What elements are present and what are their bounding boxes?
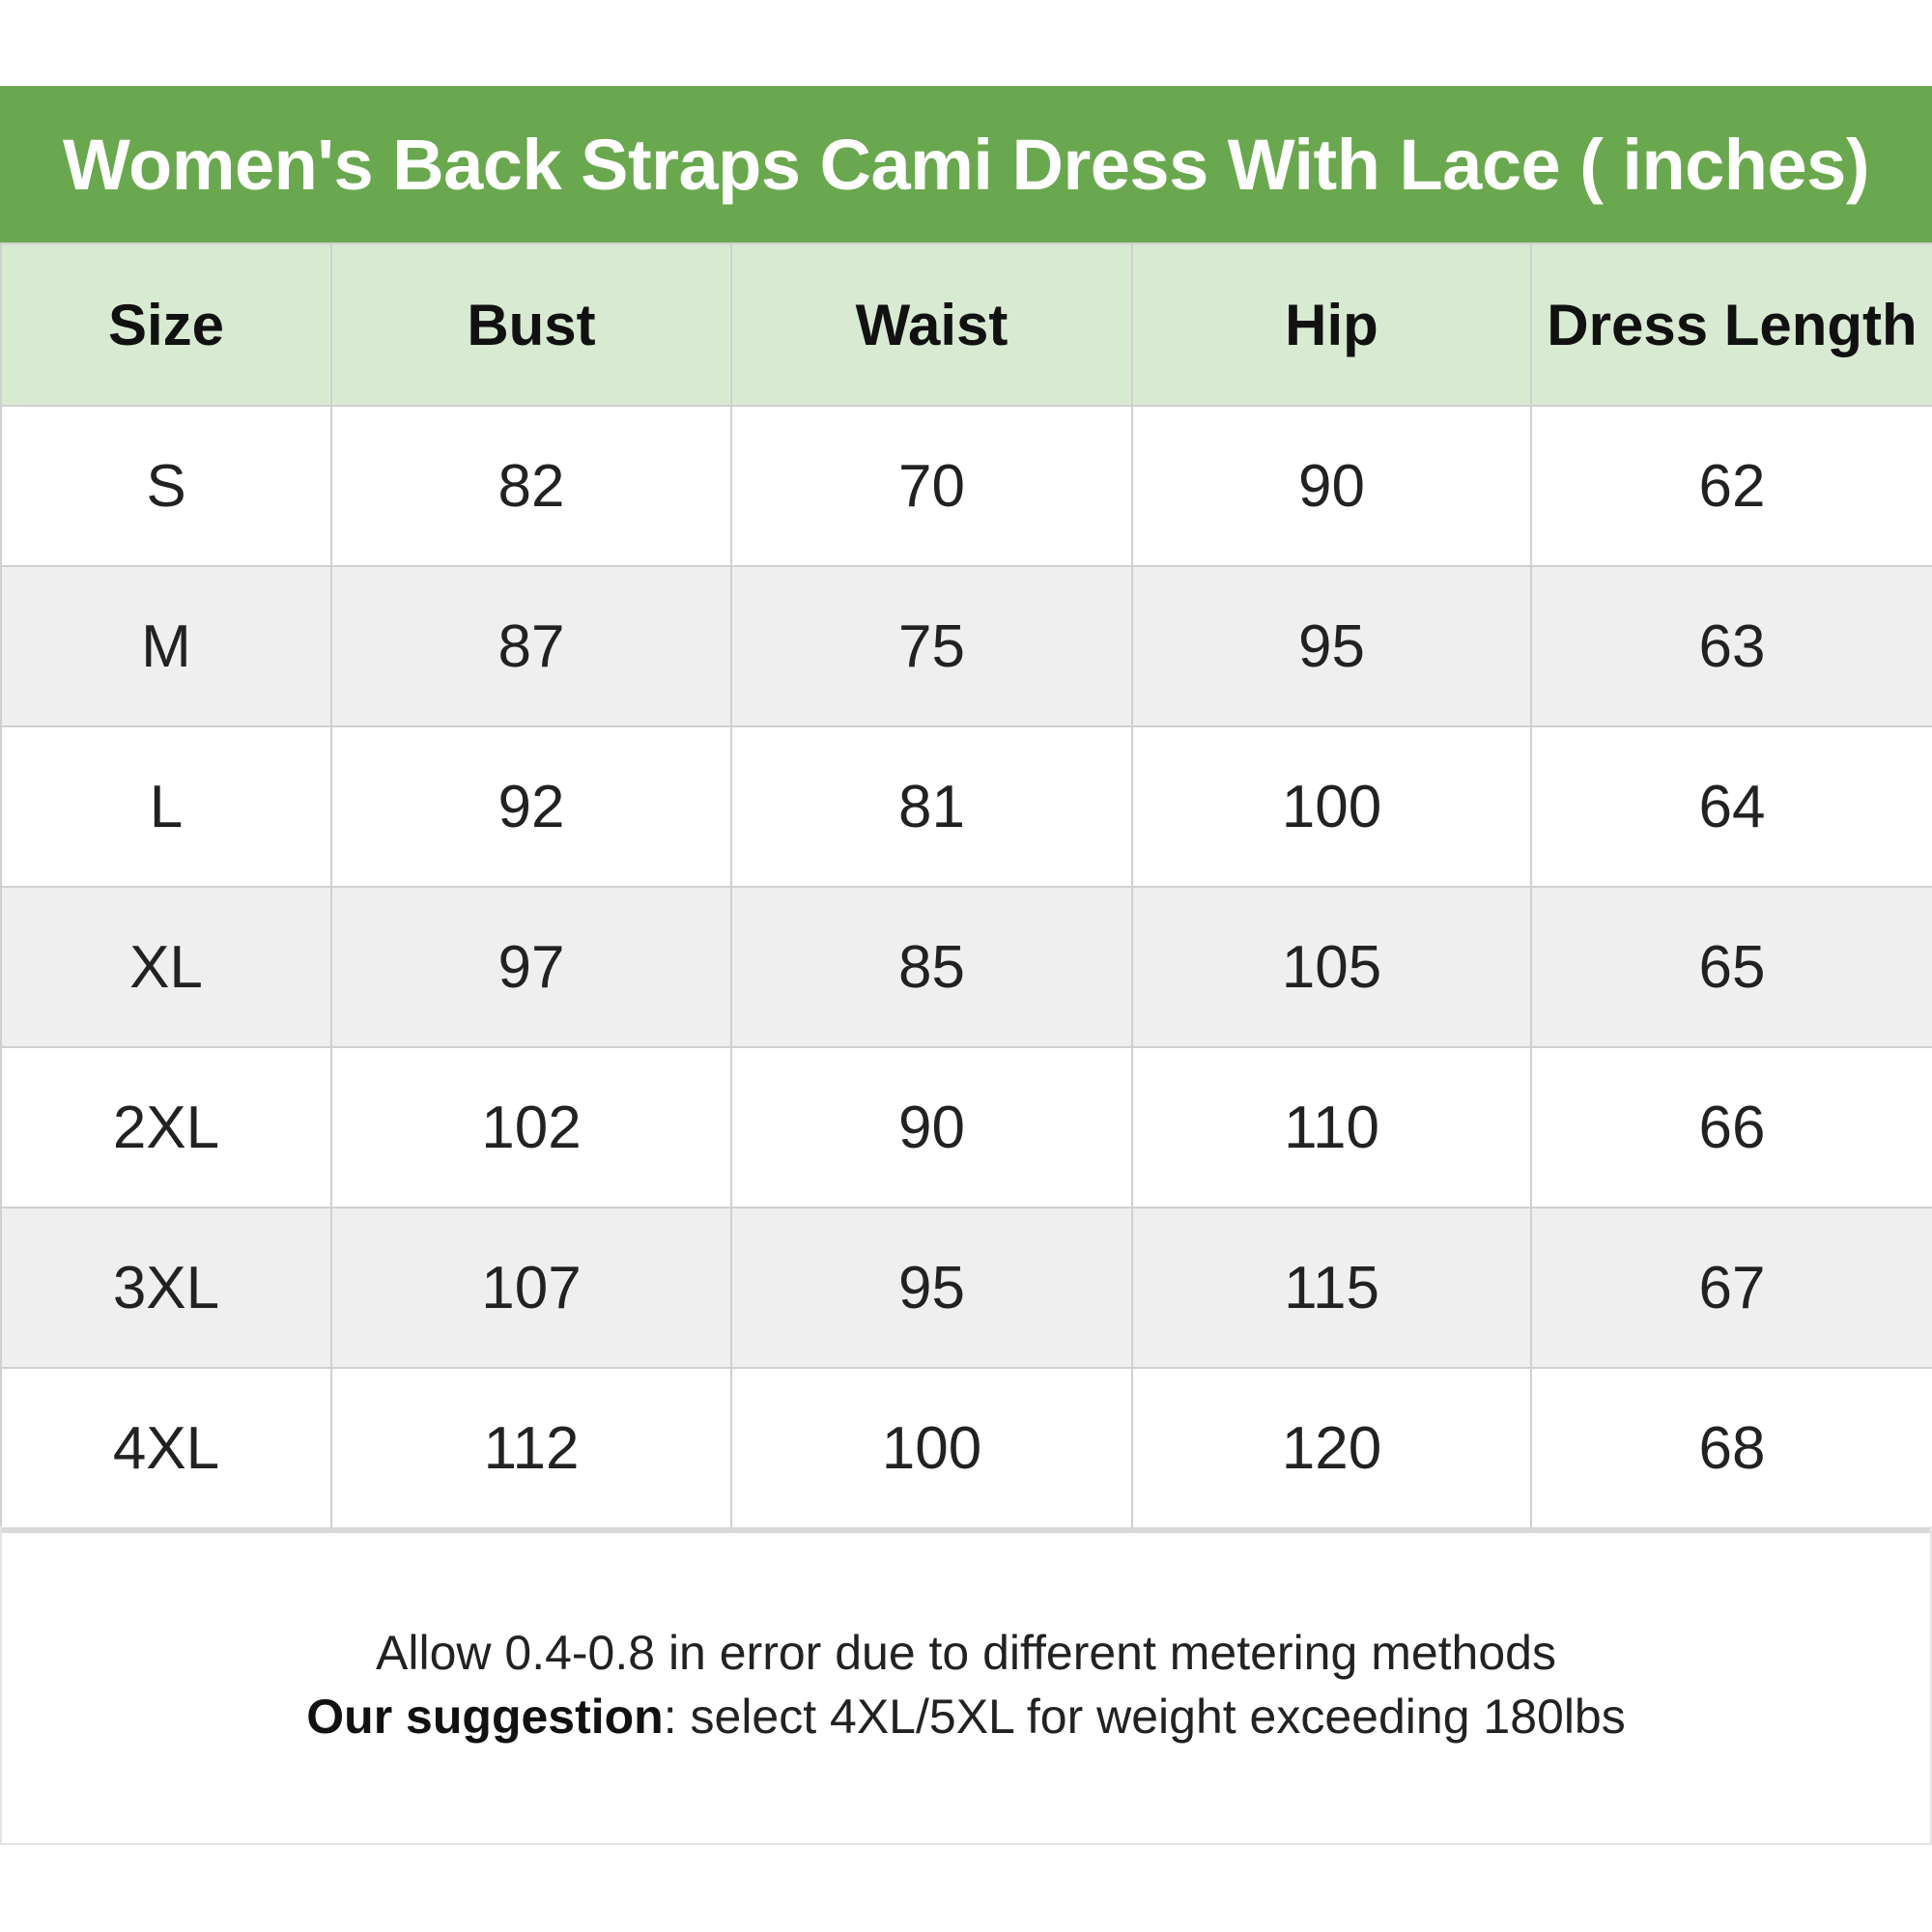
size-chart-table: Size Bust Waist Hip Dress Length S 82 70 90…	[0, 242, 1932, 1533]
cell-bust: 102	[330, 1046, 732, 1208]
column-header-bust: Bust	[330, 242, 732, 407]
cell-dress-length: 66	[1530, 1046, 1932, 1208]
table-row: 3XL 107 95 115 67	[0, 1207, 1932, 1369]
table-row: L 92 81 100 64	[0, 725, 1932, 888]
cell-waist: 85	[730, 886, 1133, 1048]
cell-dress-length: 62	[1530, 405, 1932, 567]
cell-size: L	[0, 725, 332, 888]
cell-waist: 81	[730, 725, 1133, 888]
cell-hip: 115	[1131, 1207, 1532, 1369]
cell-bust: 112	[330, 1367, 732, 1533]
cell-waist: 75	[730, 565, 1133, 727]
error-note: Allow 0.4-0.8 in error due to different …	[376, 1626, 1556, 1680]
cell-waist: 90	[730, 1046, 1133, 1208]
table-row: 4XL 112 100 120 68	[0, 1367, 1932, 1533]
cell-waist: 70	[730, 405, 1133, 567]
cell-size: 2XL	[0, 1046, 332, 1208]
column-header-size: Size	[0, 242, 332, 407]
suggestion-text: : select 4XL/5XL for weight exceeding 18…	[663, 1690, 1626, 1744]
cell-dress-length: 63	[1530, 565, 1932, 727]
table-row: S 82 70 90 62	[0, 405, 1932, 567]
cell-hip: 90	[1131, 405, 1532, 567]
column-header-dress-length: Dress Length	[1530, 242, 1932, 407]
cell-dress-length: 67	[1530, 1207, 1932, 1369]
cell-waist: 100	[730, 1367, 1133, 1533]
cell-waist: 95	[730, 1207, 1133, 1369]
cell-size: 4XL	[0, 1367, 332, 1533]
suggestion-label: Our suggestion	[306, 1690, 664, 1744]
cell-bust: 92	[330, 725, 732, 888]
table-row: 2XL 102 90 110 66	[0, 1046, 1932, 1208]
cell-dress-length: 65	[1530, 886, 1932, 1048]
suggestion: Our suggestion: select 4XL/5XL for weigh…	[306, 1685, 1625, 1748]
table-row: M 87 75 95 63	[0, 565, 1932, 727]
footer-note: Allow 0.4-0.8 in error due to different …	[0, 1526, 1932, 1845]
size-chart-title: Women's Back Straps Cami Dress With Lace…	[0, 86, 1932, 242]
header-row: Size Bust Waist Hip Dress Length	[0, 242, 1932, 407]
cell-bust: 82	[330, 405, 732, 567]
cell-bust: 87	[330, 565, 732, 727]
cell-bust: 97	[330, 886, 732, 1048]
cell-hip: 100	[1131, 725, 1532, 888]
cell-size: S	[0, 405, 332, 567]
cell-dress-length: 68	[1530, 1367, 1932, 1533]
cell-hip: 120	[1131, 1367, 1532, 1533]
table-row: XL 97 85 105 65	[0, 886, 1932, 1048]
cell-hip: 105	[1131, 886, 1532, 1048]
cell-size: M	[0, 565, 332, 727]
column-header-waist: Waist	[730, 242, 1133, 407]
cell-dress-length: 64	[1530, 725, 1932, 888]
cell-bust: 107	[330, 1207, 732, 1369]
cell-size: XL	[0, 886, 332, 1048]
cell-size: 3XL	[0, 1207, 332, 1369]
cell-hip: 95	[1131, 565, 1532, 727]
column-header-hip: Hip	[1131, 242, 1532, 407]
cell-hip: 110	[1131, 1046, 1532, 1208]
